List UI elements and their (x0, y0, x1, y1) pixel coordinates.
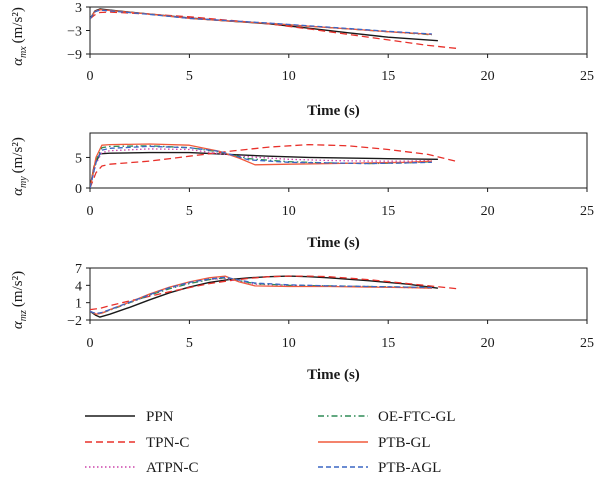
legend-item: PPN (85, 409, 174, 425)
subplot-3: 0 5 10 15 20 25 7 4 1 −2 Time (s) αmz (m/s²) (10, 262, 594, 383)
legend-label: PTB-GL (378, 435, 431, 451)
y-axis-label: αmz (m/s²) (10, 271, 29, 329)
plot-frame (89, 132, 588, 189)
subplot-2: 0 5 10 15 20 25 0 5 Time (s) αmy (m/s²) (10, 132, 594, 251)
y-tick-label: 5 (75, 151, 82, 166)
plot-frame (89, 6, 588, 55)
x-tick-label: 10 (282, 204, 296, 219)
x-axis-label: Time (s) (307, 367, 360, 383)
legend: PPN TPN-C ATPN-C OE-FTC-GL PTB-GL PTB-AGL (85, 409, 456, 476)
y-axis-unit: (m/s²) (10, 7, 26, 43)
legend-label: PPN (146, 409, 174, 425)
x-tick-label: 25 (580, 204, 594, 219)
series-line-tpn-c (90, 275, 458, 311)
y-axis-symbol: α (10, 187, 26, 196)
y-axis-symbol: α (10, 320, 26, 329)
legend-item: OE-FTC-GL (318, 409, 456, 425)
legend-item: TPN-C (85, 435, 189, 451)
x-tick-label: 15 (381, 69, 395, 84)
x-tick-label: 20 (481, 69, 495, 84)
x-tick-label: 15 (381, 204, 395, 219)
series-line-tpn-c (90, 11, 458, 50)
series-line-ptb-gl (90, 143, 432, 188)
legend-item: ATPN-C (85, 460, 199, 476)
legend-label: TPN-C (146, 435, 189, 451)
y-axis-subscript: mz (18, 310, 29, 321)
legend-item: PTB-AGL (318, 460, 441, 476)
x-tick-label: 10 (282, 336, 296, 351)
y-axis-subscript: mx (18, 46, 29, 58)
y-axis-label: αmx (m/s²) (10, 7, 29, 66)
y-axis-label: αmy (m/s²) (10, 137, 29, 196)
x-tick-label: 5 (186, 336, 193, 351)
legend-label: PTB-AGL (378, 460, 441, 476)
x-axis-label: Time (s) (307, 235, 360, 251)
x-tick-label: 10 (282, 69, 296, 84)
x-tick-label: 0 (87, 336, 94, 351)
x-tick-label: 5 (186, 69, 193, 84)
y-axis-unit: (m/s²) (10, 271, 26, 307)
y-tick-label: −9 (67, 48, 82, 63)
x-tick-label: 15 (381, 336, 395, 351)
series-line-atpn-c (90, 148, 432, 188)
legend-label: ATPN-C (146, 460, 199, 476)
y-tick-label: 3 (75, 1, 82, 16)
y-tick-label: 0 (75, 182, 82, 197)
x-axis-label: Time (s) (307, 103, 360, 119)
x-tick-label: 25 (580, 336, 594, 351)
legend-label: OE-FTC-GL (378, 409, 456, 425)
y-tick-label: −2 (67, 314, 82, 329)
series-line-ptb-gl (90, 9, 432, 36)
y-tick-label: 4 (75, 279, 82, 294)
series-line-ptb-agl (90, 276, 432, 315)
x-tick-label: 20 (481, 336, 495, 351)
y-axis-symbol: α (10, 57, 26, 66)
x-tick-label: 5 (186, 204, 193, 219)
series-line-ppn (90, 275, 438, 318)
plot-frame (89, 267, 588, 321)
series-line-ptb-agl (90, 9, 432, 35)
y-axis-unit: (m/s²) (10, 137, 26, 173)
series-line-ptb-agl (90, 145, 432, 188)
y-tick-label: −3 (67, 25, 82, 40)
subplot-1: 0 5 10 15 20 25 3 −3 −9 Time (s) αmx (m/s²) (10, 1, 594, 119)
x-tick-label: 20 (481, 204, 495, 219)
y-axis-subscript: my (18, 176, 29, 188)
y-tick-label: 7 (75, 262, 82, 277)
legend-item: PTB-GL (318, 435, 431, 451)
x-tick-label: 0 (87, 69, 94, 84)
series-line-tpn-c (90, 143, 458, 188)
x-tick-label: 0 (87, 204, 94, 219)
y-tick-label: 1 (75, 297, 82, 312)
x-tick-label: 25 (580, 69, 594, 84)
series-line-oe-ftc-gl (90, 145, 432, 188)
